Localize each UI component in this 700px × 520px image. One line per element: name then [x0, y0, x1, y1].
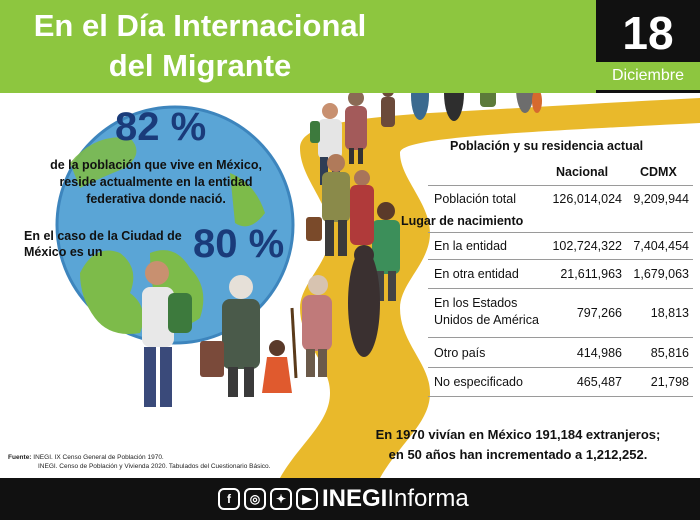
value-cdmx: 85,816 [650, 346, 689, 360]
stat-cdmx-text: En el caso de la Ciudad de México es un [24, 229, 182, 259]
header-banner: En el Día Internacional del Migrante [0, 0, 596, 93]
migrants-illustration [55, 93, 700, 478]
page-title: En el Día Internacional del Migrante [10, 6, 390, 86]
value-cdmx: 21,798 [650, 375, 689, 389]
little-girl [262, 340, 292, 393]
title-line-1: En el Día Internacional [33, 8, 367, 43]
row-label: Otro país [434, 346, 486, 360]
woman-hijab [348, 245, 380, 357]
value-nacional: 102,724,322 [552, 239, 622, 253]
footer-bar: f ◎ ✦ ▶ INEGIInforma [0, 478, 700, 520]
migrant-figures [142, 93, 542, 407]
value-nacional: 465,487 [576, 375, 622, 389]
row-label-line-2: Unidos de América [434, 313, 539, 327]
date-day: 18 [622, 7, 674, 59]
table-row: En los Estados Unidos de América 797,266… [428, 288, 693, 338]
row-label: En otra entidad [434, 267, 519, 281]
value-nacional: 21,611,963 [560, 267, 622, 281]
woman-red [350, 170, 374, 245]
source-citation: Fuente: INEGI. IX Censo General de Pobla… [8, 454, 270, 471]
youtube-icon[interactable]: ▶ [296, 488, 318, 510]
stat-percent-state: 82 % [115, 105, 207, 149]
value-nacional: 126,014,024 [552, 192, 622, 206]
table-row: No especificado 465,487 21,798 [428, 367, 693, 397]
row-label: No especificado [434, 375, 523, 389]
column-header-cdmx: CDMX [640, 165, 677, 179]
facebook-icon[interactable]: f [218, 488, 240, 510]
value-cdmx: 18,813 [650, 306, 689, 320]
stat-description: de la población que vive en México, resi… [50, 158, 262, 206]
brand-suffix: Informa [387, 485, 469, 512]
footnote-line-2: en 50 años han incrementado a 1,212,252. [388, 447, 648, 462]
footnote-text: En 1970 vivían en México 191,184 extranj… [348, 425, 688, 465]
brand-logo: INEGIInforma [322, 485, 469, 513]
stat-percent-cdmx: 80 % [193, 222, 285, 266]
table-row: En la entidad 102,724,322 7,404,454 [428, 232, 693, 260]
family-top-right [411, 93, 542, 121]
value-cdmx: 7,404,454 [633, 239, 689, 253]
section-label-birthplace: Lugar de nacimiento [401, 214, 524, 228]
table-row: En otra entidad 21,611,963 1,679,063 [428, 259, 693, 289]
footnote-line-1: En 1970 vivían en México 191,184 extranj… [375, 427, 661, 442]
row-label: Población total [434, 192, 517, 206]
table-row: Otro país 414,986 85,816 [428, 337, 693, 368]
man-turban [200, 275, 260, 397]
row-label: En la entidad [434, 239, 507, 253]
date-badge: 18 Diciembre [596, 0, 700, 93]
brand-name: INEGI [322, 485, 388, 512]
title-line-2: del Migrante [108, 48, 292, 83]
date-month: Diciembre [596, 62, 700, 90]
woman-green [372, 202, 400, 301]
young-man-backpack [142, 261, 192, 407]
table-row-total: Población total 126,014,024 9,209,944 [428, 185, 693, 213]
twitter-icon[interactable]: ✦ [270, 488, 292, 510]
woman-with-child [345, 93, 367, 164]
table-title: Población y su residencia actual [450, 139, 644, 153]
source-label: Fuente: [8, 454, 32, 461]
man-with-suitcase [306, 154, 350, 256]
social-icons: f ◎ ✦ ▶ [218, 488, 318, 510]
road-path [280, 98, 700, 478]
value-nacional: 414,986 [576, 346, 622, 360]
elderly-woman-cane [290, 275, 332, 379]
value-cdmx: 9,209,944 [633, 192, 689, 206]
value-cdmx: 1,679,063 [633, 267, 689, 281]
source-line-2: INEGI. Censo de Población y Vivienda 202… [38, 462, 271, 470]
value-nacional: 797,266 [576, 306, 622, 320]
column-header-nacional: Nacional [556, 165, 609, 179]
source-line-1: INEGI. IX Censo General de Población 197… [33, 454, 164, 461]
row-label: En los Estados Unidos de América [434, 295, 539, 329]
row-label-line-1: En los Estados [434, 296, 518, 310]
instagram-icon[interactable]: ◎ [244, 488, 266, 510]
